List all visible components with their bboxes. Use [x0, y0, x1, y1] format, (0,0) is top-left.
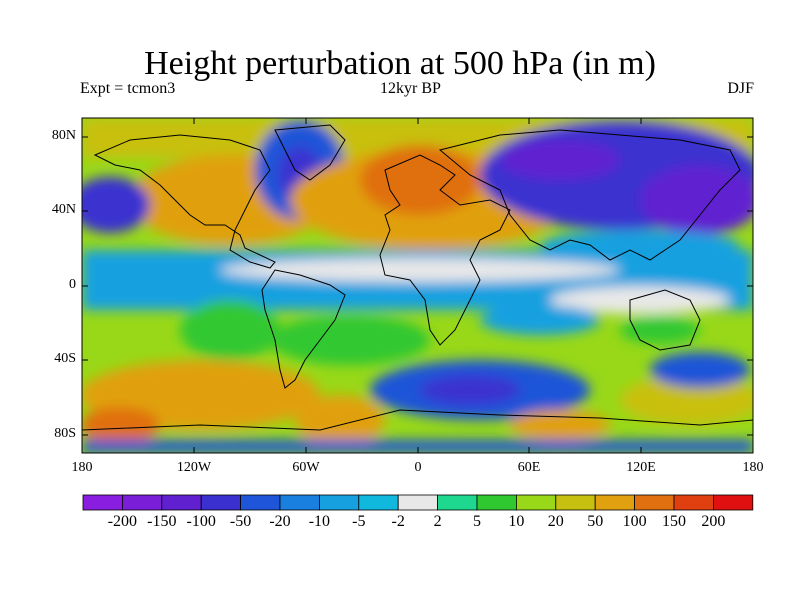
- field-westpac-lightblue: [540, 230, 740, 260]
- colorbar-swatch: [200, 494, 241, 511]
- colorbar-label: 20: [547, 513, 564, 530]
- lat-tick-label: 80S: [54, 426, 76, 441]
- plot-title: Height perturbation at 500 hPa (in m): [144, 45, 656, 82]
- colorbar-label: -200: [107, 513, 138, 530]
- field-southern-orange: [510, 410, 610, 440]
- lon-tick-label: 120W: [176, 460, 212, 475]
- colorbar-label: 150: [662, 513, 686, 530]
- colorbar-swatch: [594, 494, 636, 511]
- axis-ticks: [82, 118, 753, 453]
- lat-tick-label: 40N: [51, 202, 76, 217]
- colorbar-swatch: [555, 494, 596, 511]
- field-australia-green: [620, 316, 700, 344]
- experiment-label: Expt = tcmon3: [80, 80, 176, 97]
- colorbar-swatch: [437, 494, 478, 511]
- colorbar-swatch: [240, 494, 281, 511]
- colorbar-swatch: [634, 494, 675, 511]
- colorbar-swatch: [516, 494, 557, 511]
- field-sindian-deepblue: [420, 375, 520, 405]
- colorbar-swatch: [476, 494, 517, 511]
- field-spacific-red: [82, 407, 160, 443]
- field-asia-purple: [640, 165, 753, 235]
- period-label: 12kyr BP: [380, 80, 441, 97]
- coast-greenland: [274, 124, 346, 181]
- coast-north-america: [93, 134, 276, 269]
- contour-field: [82, 118, 753, 453]
- lon-tick-label: 60E: [517, 460, 541, 475]
- colorbar-swatch: [318, 494, 360, 511]
- field-tasman-yellow: [620, 375, 753, 425]
- colorbar-swatch: [673, 494, 714, 511]
- colorbar-label: -20: [269, 513, 291, 530]
- field-siberia-purple: [500, 140, 620, 180]
- field-satlantic-green: [270, 315, 430, 365]
- field-pacific-low: [82, 177, 150, 233]
- colorbar-swatch: [161, 494, 202, 511]
- lat-tick-label: 40S: [54, 351, 76, 366]
- colorbar-label: -50: [229, 513, 252, 530]
- colorbar-swatch: [279, 494, 320, 511]
- colorbar-swatch: [82, 494, 123, 511]
- field-tasman-blue: [650, 352, 750, 388]
- coast-eurasia: [438, 129, 741, 261]
- colorbar-swatch: [713, 494, 754, 511]
- lon-tick-label: 0: [414, 460, 422, 475]
- colorbar-label: -10: [308, 513, 331, 530]
- colorbar-label: 2: [433, 513, 442, 530]
- coast-europe-africa: [379, 154, 511, 346]
- colorbar-label: -2: [391, 513, 405, 530]
- field-antarctic-blue: [82, 440, 753, 453]
- lon-tick-label: 120E: [626, 460, 656, 475]
- coastlines: [82, 124, 753, 431]
- colorbar-label: -150: [147, 513, 177, 530]
- field-indian-lightblue: [480, 305, 600, 335]
- field-pacific-grey: [550, 286, 730, 314]
- colorbar-swatch: [358, 494, 399, 511]
- lat-tick-label: 0: [69, 277, 76, 292]
- lon-tick-label: 180: [71, 460, 93, 475]
- colorbar-label: 100: [622, 513, 647, 530]
- colorbar: [82, 494, 754, 511]
- field-equator-grey: [220, 258, 620, 282]
- colorbar-label: -5: [352, 513, 366, 530]
- lat-tick-label: 80N: [51, 128, 76, 143]
- colorbar-swatch: [397, 494, 439, 511]
- colorbar-label: 50: [587, 513, 604, 530]
- colorbar-label: 5: [473, 513, 481, 530]
- colorbar-label: -100: [186, 513, 216, 530]
- colorbar-swatch: [122, 494, 163, 511]
- lon-tick-label: 180: [742, 460, 764, 475]
- colorbar-label: 200: [701, 513, 726, 530]
- coast-australia: [629, 289, 701, 351]
- lon-tick-label: 60W: [292, 460, 320, 475]
- coast-antarctica: [82, 409, 753, 431]
- coast-south-america: [261, 269, 346, 389]
- field-satl-orange: [295, 395, 385, 445]
- season-label: DJF: [727, 80, 754, 97]
- colorbar-label: 10: [508, 513, 525, 530]
- field-samerica-green: [180, 300, 280, 360]
